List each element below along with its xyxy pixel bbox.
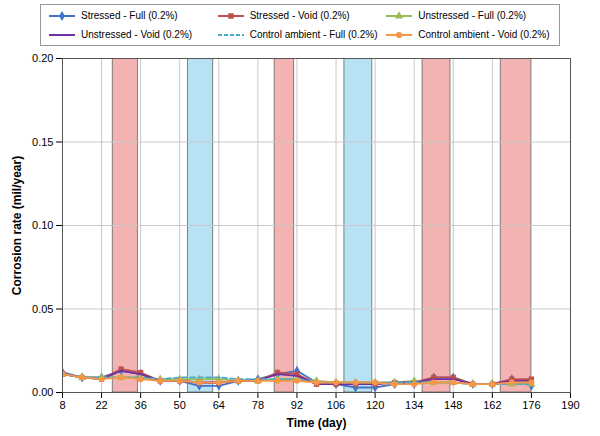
html-text:Stressed - Full (0.2%): Stressed - Full (0.2%) (81, 10, 178, 21)
svg-text:36: 36 (135, 399, 147, 411)
svg-text:176: 176 (522, 399, 540, 411)
svg-text:148: 148 (444, 399, 462, 411)
svg-text:8: 8 (59, 399, 65, 411)
svg-text:134: 134 (405, 399, 423, 411)
svg-text:0.20: 0.20 (32, 52, 53, 64)
svg-text:0.00: 0.00 (32, 386, 53, 398)
svg-text:22: 22 (95, 399, 107, 411)
svg-text:106: 106 (327, 399, 345, 411)
svg-text:162: 162 (483, 399, 501, 411)
svg-text:190: 190 (561, 399, 579, 411)
svg-text:0.05: 0.05 (32, 303, 53, 315)
svg-text:0.15: 0.15 (32, 136, 53, 148)
svg-text:50: 50 (174, 399, 186, 411)
html-text:Unstressed - Void (0.2%): Unstressed - Void (0.2%) (81, 29, 193, 40)
svg-text:78: 78 (252, 399, 264, 411)
svg-text:64: 64 (213, 399, 225, 411)
html-text:Control ambient - Void (0.2%): Control ambient - Void (0.2%) (418, 29, 550, 40)
svg-text:92: 92 (291, 399, 303, 411)
html-text:Stressed - Void (0.2%): Stressed - Void (0.2%) (249, 10, 350, 21)
html-text:Unstressed - Full (0.2%): Unstressed - Full (0.2%) (418, 10, 527, 21)
svg-text:0.10: 0.10 (32, 219, 53, 231)
svg-text:Corrosion rate (mil/year): Corrosion rate (mil/year) (10, 156, 24, 295)
svg-text:120: 120 (366, 399, 384, 411)
svg-text:Time (day): Time (day) (287, 416, 347, 430)
html-text:Control ambient - Full (0.2%): Control ambient - Full (0.2%) (249, 29, 378, 40)
